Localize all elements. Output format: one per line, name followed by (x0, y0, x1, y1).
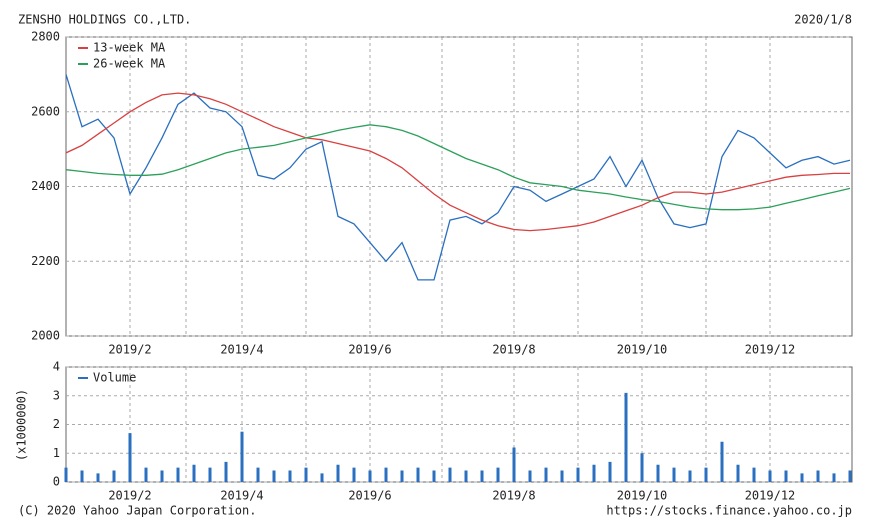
volume-bar (736, 464, 740, 482)
y-tick-label: 4 (53, 360, 60, 374)
x-tick-label: 2019/6 (348, 489, 391, 503)
y-tick-label: 2000 (31, 329, 60, 343)
volume-bar (112, 470, 116, 482)
volume-bar (80, 470, 84, 482)
volume-bar (336, 464, 340, 482)
volume-bar (832, 473, 836, 482)
volume-bar (800, 473, 804, 482)
volume-bar (608, 461, 612, 482)
volume-bar (96, 473, 100, 482)
volume-bar (496, 467, 500, 482)
volume-bar (576, 467, 580, 482)
volume-bar (768, 470, 772, 482)
volume-bar (528, 470, 532, 482)
y-tick-label: 2600 (31, 104, 60, 118)
x-tick-label: 2019/12 (745, 343, 796, 357)
volume-bar (320, 473, 324, 482)
source-url: https://stocks.finance.yahoo.co.jp (606, 504, 852, 518)
x-tick-label: 2019/10 (617, 489, 668, 503)
legend-label: 26-week MA (93, 57, 166, 71)
x-tick-label: 2019/10 (617, 343, 668, 357)
volume-bar (688, 470, 692, 482)
volume-bar (384, 467, 388, 482)
y-axis-label: (x1000000) (15, 389, 29, 461)
x-tick-label: 2019/6 (348, 343, 391, 357)
volume-bar (432, 470, 436, 482)
y-tick-label: 2800 (31, 30, 60, 44)
volume-bar (272, 470, 276, 482)
x-tick-label: 2019/4 (220, 489, 263, 503)
volume-bar (672, 467, 676, 482)
volume-bar (656, 464, 660, 482)
y-tick-label: 2400 (31, 179, 60, 193)
volume-bar (400, 470, 404, 482)
y-tick-label: 2 (53, 417, 60, 431)
volume-bar (512, 447, 516, 482)
volume-bar (848, 470, 852, 482)
date: 2020/1/8 (794, 13, 852, 27)
volume-bar (160, 470, 164, 482)
x-tick-label: 2019/2 (108, 343, 151, 357)
volume-bar (448, 467, 452, 482)
volume-bar (192, 464, 196, 482)
x-tick-label: 2019/12 (745, 489, 796, 503)
legend-label: 13-week MA (93, 41, 166, 55)
volume-bar (592, 464, 596, 482)
volume-bar (128, 433, 132, 482)
volume-bar (752, 467, 756, 482)
y-tick-label: 3 (53, 388, 60, 402)
volume-bar (464, 470, 468, 482)
volume-bar (704, 467, 708, 482)
volume-bar (64, 467, 68, 482)
volume-bar (304, 467, 308, 482)
x-tick-label: 2019/4 (220, 343, 263, 357)
volume-bar (640, 453, 644, 482)
volume-bar (288, 470, 292, 482)
y-tick-label: 0 (53, 475, 60, 489)
volume-bar (784, 470, 788, 482)
volume-bar (560, 470, 564, 482)
volume-bar (624, 392, 628, 482)
volume-bar (224, 461, 228, 482)
volume-bar (144, 467, 148, 482)
volume-bar (208, 467, 212, 482)
price-line (65, 92, 850, 232)
volume-bar (816, 470, 820, 482)
x-tick-label: 2019/2 (108, 489, 151, 503)
company-name: ZENSHO HOLDINGS CO.,LTD. (18, 13, 191, 27)
x-tick-label: 2019/8 (492, 489, 535, 503)
legend-label: Volume (93, 371, 136, 385)
volume-bar (176, 467, 180, 482)
volume-bar (416, 467, 420, 482)
volume-bar (720, 441, 724, 482)
volume-bar (352, 467, 356, 482)
volume-bar (544, 467, 548, 482)
volume-bar (480, 470, 484, 482)
copyright: (C) 2020 Yahoo Japan Corporation. (18, 504, 256, 518)
volume-bar (240, 431, 244, 482)
x-tick-label: 2019/8 (492, 343, 535, 357)
y-tick-label: 1 (53, 446, 60, 460)
volume-bar (256, 467, 260, 482)
volume-bar (368, 470, 372, 482)
y-tick-label: 2200 (31, 254, 60, 268)
price-line (65, 124, 851, 211)
